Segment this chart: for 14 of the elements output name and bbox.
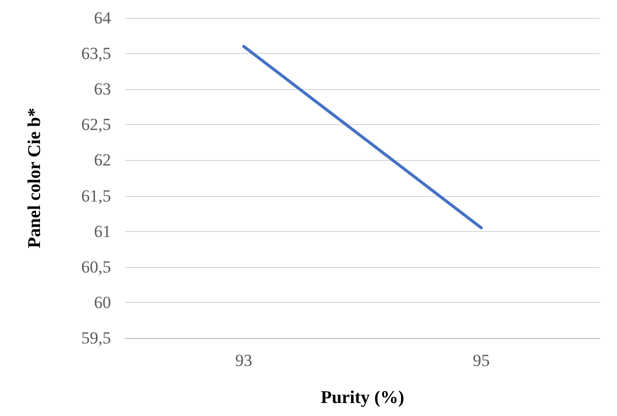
y-axis-title: Panel color Cie b* (24, 108, 44, 248)
x-tick-label: 93 (235, 351, 252, 370)
y-tick-label: 59,5 (81, 328, 111, 348)
y-tick-label: 63,5 (81, 44, 111, 64)
y-tick-label: 63 (94, 80, 111, 99)
y-tick-label: 64 (94, 8, 112, 28)
x-tick-label: 95 (472, 351, 490, 370)
y-tick-label: 60 (94, 292, 111, 312)
y-tick-label: 61 (94, 222, 111, 241)
y-tick-label: 62,5 (81, 115, 111, 134)
y-tick-label: 61,5 (81, 186, 111, 206)
y-tick-label: 60,5 (81, 257, 111, 276)
y-tick-label: 62 (94, 150, 111, 170)
x-axis-title: Purity (%) (320, 387, 404, 407)
